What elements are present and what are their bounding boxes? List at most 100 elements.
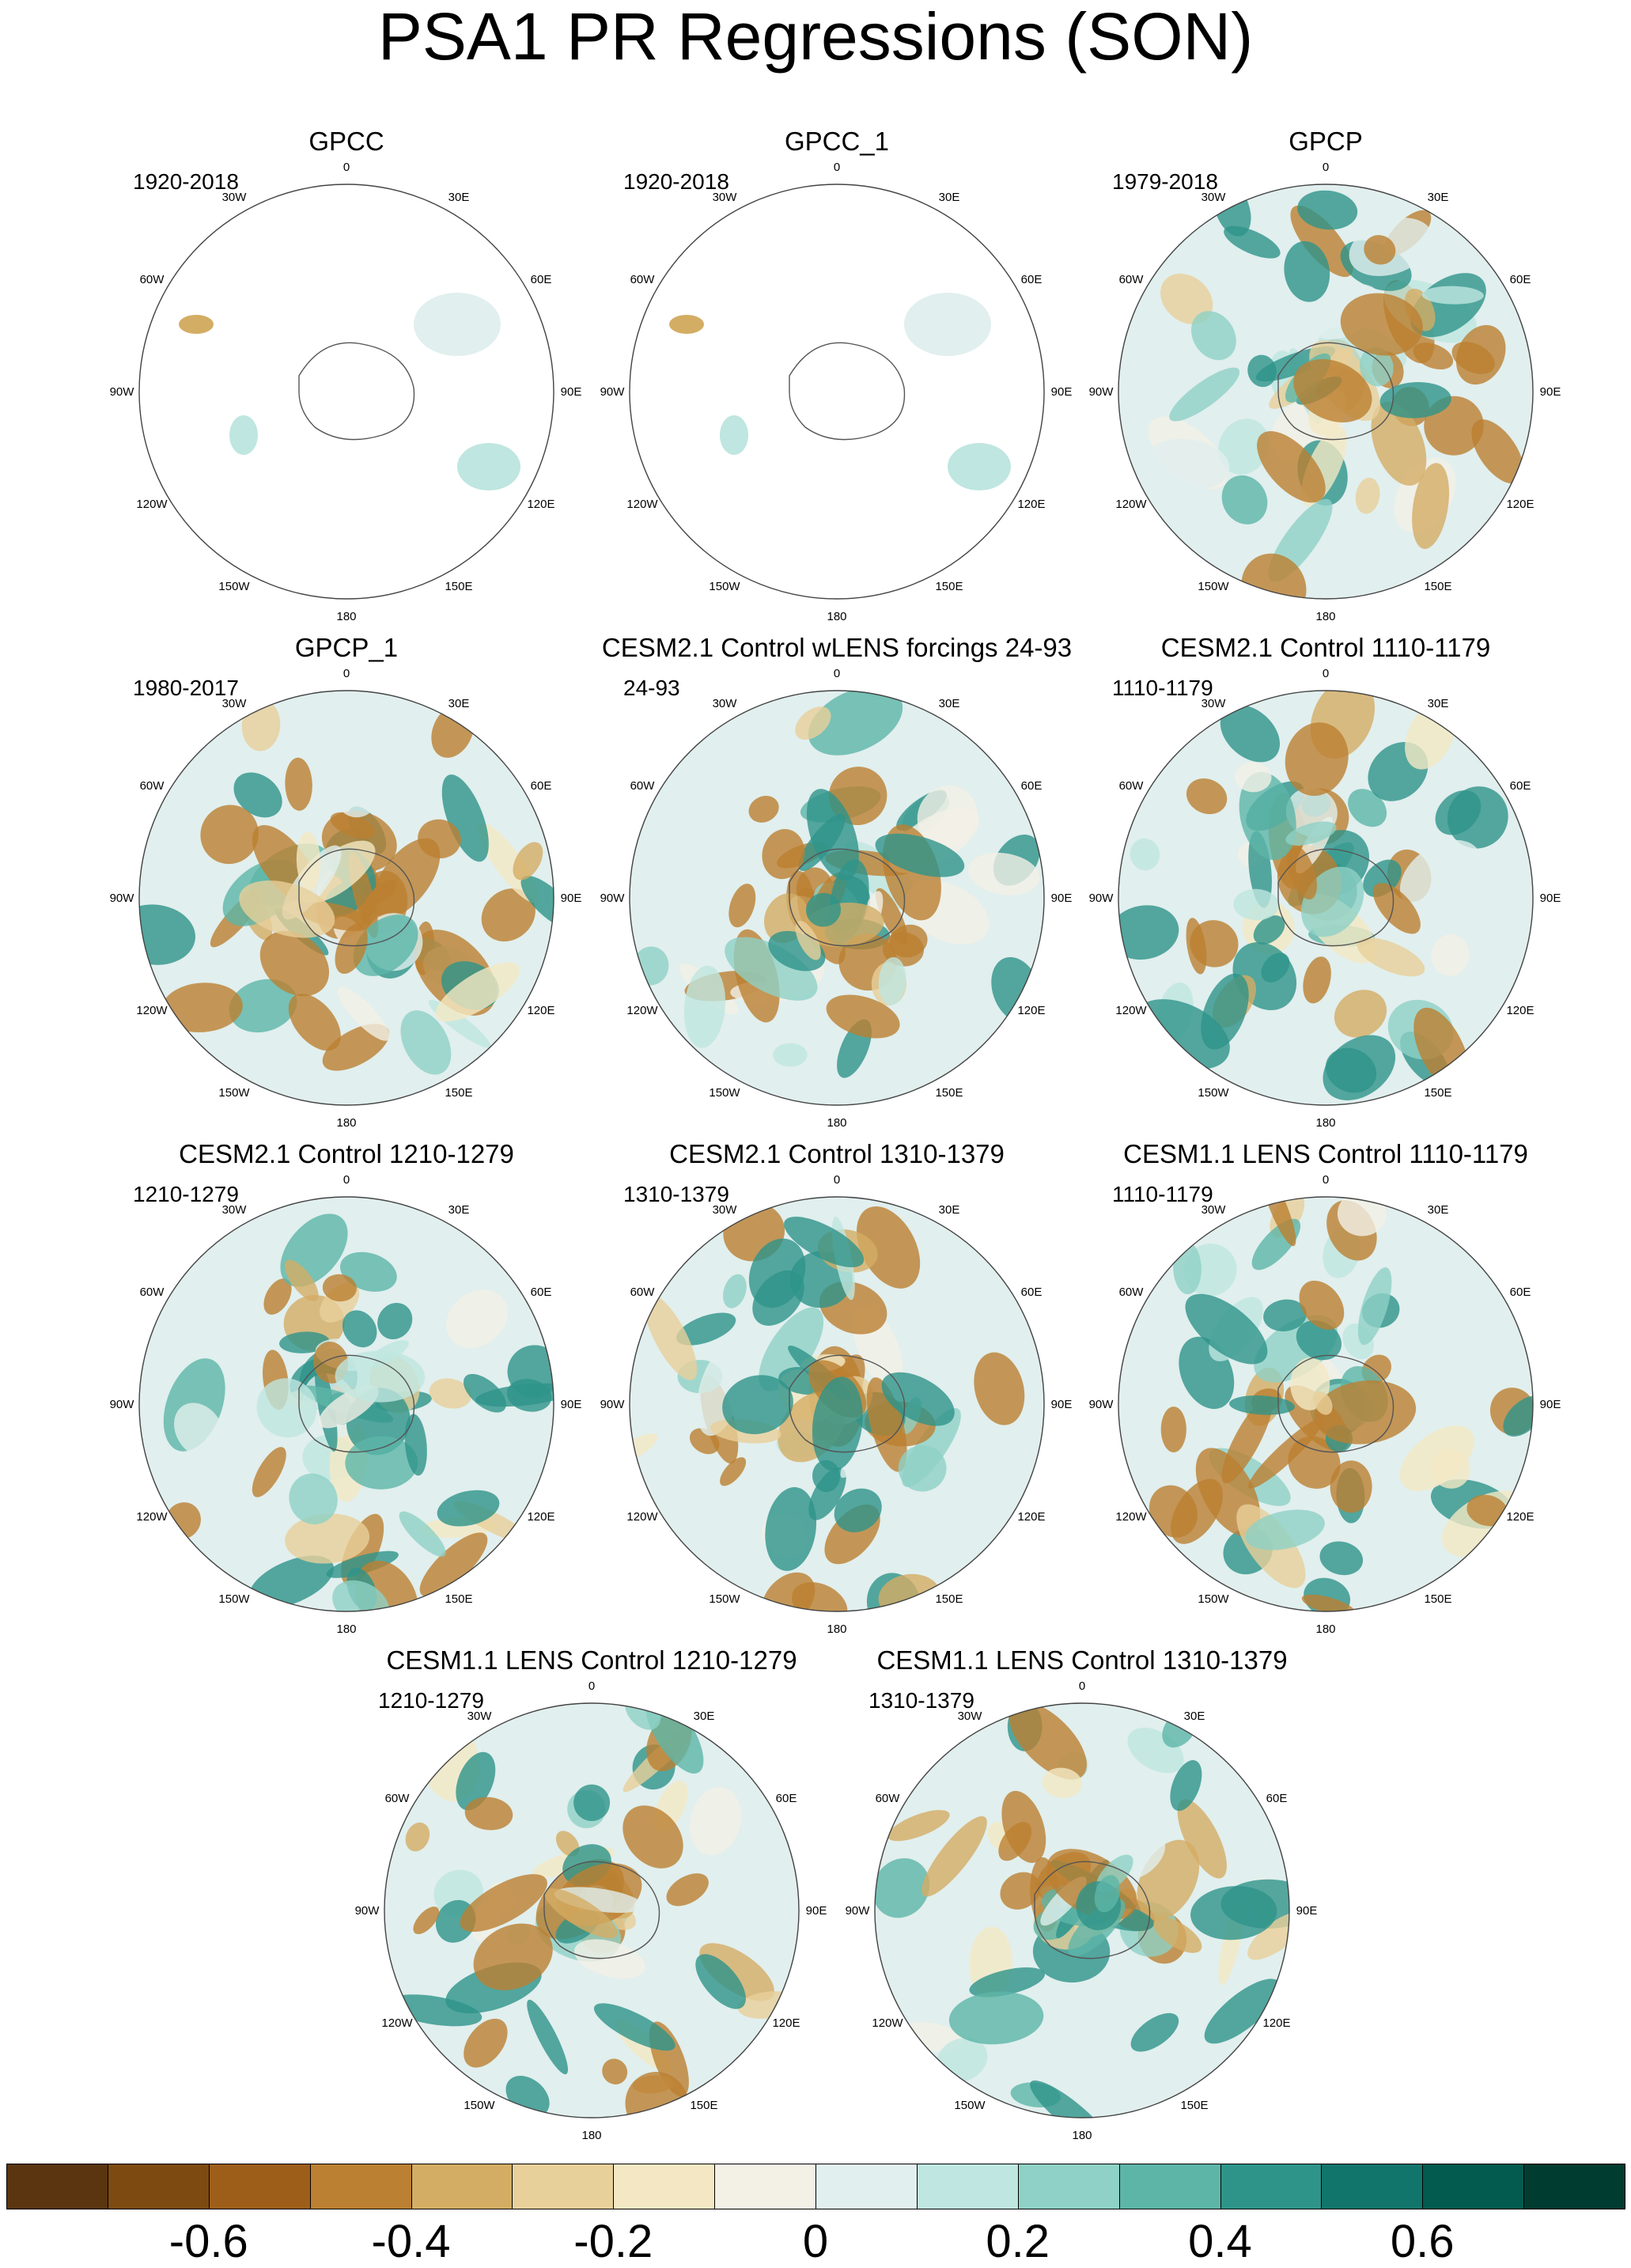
longitude-label: 150E	[1180, 2099, 1208, 2112]
precip-field	[630, 1197, 1044, 1611]
antarctica-coastline	[298, 342, 415, 441]
longitude-label: 90E	[1296, 1904, 1318, 1918]
field-blob	[573, 1939, 645, 1979]
field-blob	[404, 1414, 427, 1476]
field-blob	[1372, 883, 1421, 934]
longitude-label: 90W	[600, 1398, 626, 1411]
field-blob	[1185, 1293, 1268, 1365]
longitude-label: 150E	[935, 580, 963, 593]
field-blob	[1030, 2080, 1111, 2118]
field-blob	[1221, 475, 1268, 524]
field-blob	[887, 1810, 950, 1842]
field-blob	[1503, 1395, 1533, 1437]
longitude-label: 30W	[958, 1710, 983, 1723]
field-blob	[623, 1805, 683, 1869]
field-blob	[1160, 1407, 1186, 1452]
longitude-label: 180	[1315, 1116, 1335, 1130]
precip-field	[384, 1703, 799, 2118]
field-blob	[1169, 367, 1240, 422]
panel-period: 1980-2017	[133, 676, 239, 700]
field-blob	[1293, 359, 1372, 422]
field-blob	[336, 774, 379, 818]
field-blob	[857, 1206, 921, 1289]
field-blob	[1430, 1448, 1470, 1489]
field-blob	[513, 842, 543, 880]
field-blob	[256, 1378, 317, 1438]
panel-period: 24-93	[623, 676, 680, 700]
longitude-label: 30E	[448, 1203, 470, 1217]
longitude-label: 120E	[1506, 1004, 1534, 1017]
field-blob	[400, 1010, 452, 1075]
longitude-label: 120W	[1115, 1004, 1147, 1017]
map-background	[139, 184, 554, 599]
map-rim	[629, 1196, 1045, 1612]
colorbar-label: 0.6	[1390, 2216, 1455, 2267]
field-blob	[330, 812, 375, 839]
page-title: PSA1 PR Regressions (SON)	[377, 0, 1254, 74]
field-blob	[441, 774, 489, 862]
longitude-label: 150E	[445, 1086, 472, 1100]
longitude-label: 120E	[1262, 2016, 1290, 2030]
precip-field	[630, 691, 1044, 1105]
antarctica-coastline	[789, 342, 906, 441]
longitude-label: 60W	[876, 1792, 901, 1805]
longitude-label: 60E	[1510, 273, 1531, 286]
panel-title: CESM2.1 Control wLENS forcings 24-93	[601, 633, 1073, 662]
colorbar-swatch	[613, 2164, 716, 2209]
longitude-label: 120E	[527, 1510, 554, 1524]
field-blob	[699, 1943, 774, 2001]
longitude-label: 60E	[776, 1792, 797, 1805]
field-blob	[544, 1888, 618, 1939]
land-patch	[457, 443, 520, 490]
panel-title: GPCP	[1289, 127, 1363, 156]
map-panel: CESM1.1 LENS Control 1110-1179 0 30E 60E 90E…	[1080, 1139, 1571, 1653]
longitude-label: 0	[343, 161, 350, 174]
field-blob	[1319, 1541, 1364, 1576]
field-blob	[1171, 1479, 1224, 1544]
field-blob	[335, 923, 368, 975]
field-blob	[1323, 1035, 1396, 1100]
field-blob	[1221, 1396, 1273, 1484]
longitude-label: 60W	[140, 273, 165, 286]
field-blob	[1130, 838, 1160, 871]
field-blob	[174, 1403, 225, 1459]
field-blob	[1220, 704, 1281, 763]
field-blob	[1160, 273, 1213, 324]
longitude-label: 60E	[531, 779, 552, 793]
longitude-label: 0	[343, 667, 350, 680]
longitude-label: 150E	[935, 1592, 963, 1606]
longitude-label: 60E	[1510, 779, 1531, 793]
colorbar-label: 0.4	[1188, 2216, 1252, 2267]
field-blob	[1399, 839, 1482, 912]
field-blob	[1314, 1380, 1417, 1444]
panel-period: 1110-1179	[1112, 1182, 1213, 1206]
field-blob	[602, 2058, 628, 2084]
field-blob	[1285, 821, 1337, 846]
longitude-label: 0	[1323, 1173, 1329, 1187]
longitude-label: 0	[1079, 1679, 1085, 1693]
longitude-label: 30W	[222, 191, 248, 204]
field-blob	[666, 1873, 709, 1906]
field-blob	[762, 1572, 816, 1611]
longitude-label: 180	[336, 610, 356, 623]
field-blob	[1355, 477, 1380, 514]
longitude-label: 150E	[690, 2099, 717, 2112]
field-blob	[288, 994, 341, 1051]
longitude-label: 120E	[527, 1004, 554, 1017]
longitude-label: 120E	[1017, 1004, 1045, 1017]
polar-map: 0 30E 60E 90E 120E 150E 180 150W 120W 90W 60W 30W	[110, 667, 582, 1130]
longitude-label: 60W	[1119, 779, 1145, 793]
longitude-label: 0	[343, 1173, 350, 1187]
field-blob	[875, 1858, 930, 1918]
panel-title: GPCC_1	[784, 127, 890, 156]
field-blob	[289, 1473, 338, 1524]
panel-title: CESM1.1 LENS Control 1310-1379	[876, 1645, 1288, 1675]
longitude-label: 120E	[772, 2016, 800, 2030]
longitude-label: 60E	[1021, 779, 1043, 793]
colorbar-swatch	[1422, 2164, 1525, 2209]
land-patch	[720, 415, 748, 455]
field-blob	[1371, 401, 1427, 486]
field-blob	[866, 1377, 907, 1472]
field-blob	[1257, 431, 1326, 503]
field-blob	[322, 1024, 390, 1071]
